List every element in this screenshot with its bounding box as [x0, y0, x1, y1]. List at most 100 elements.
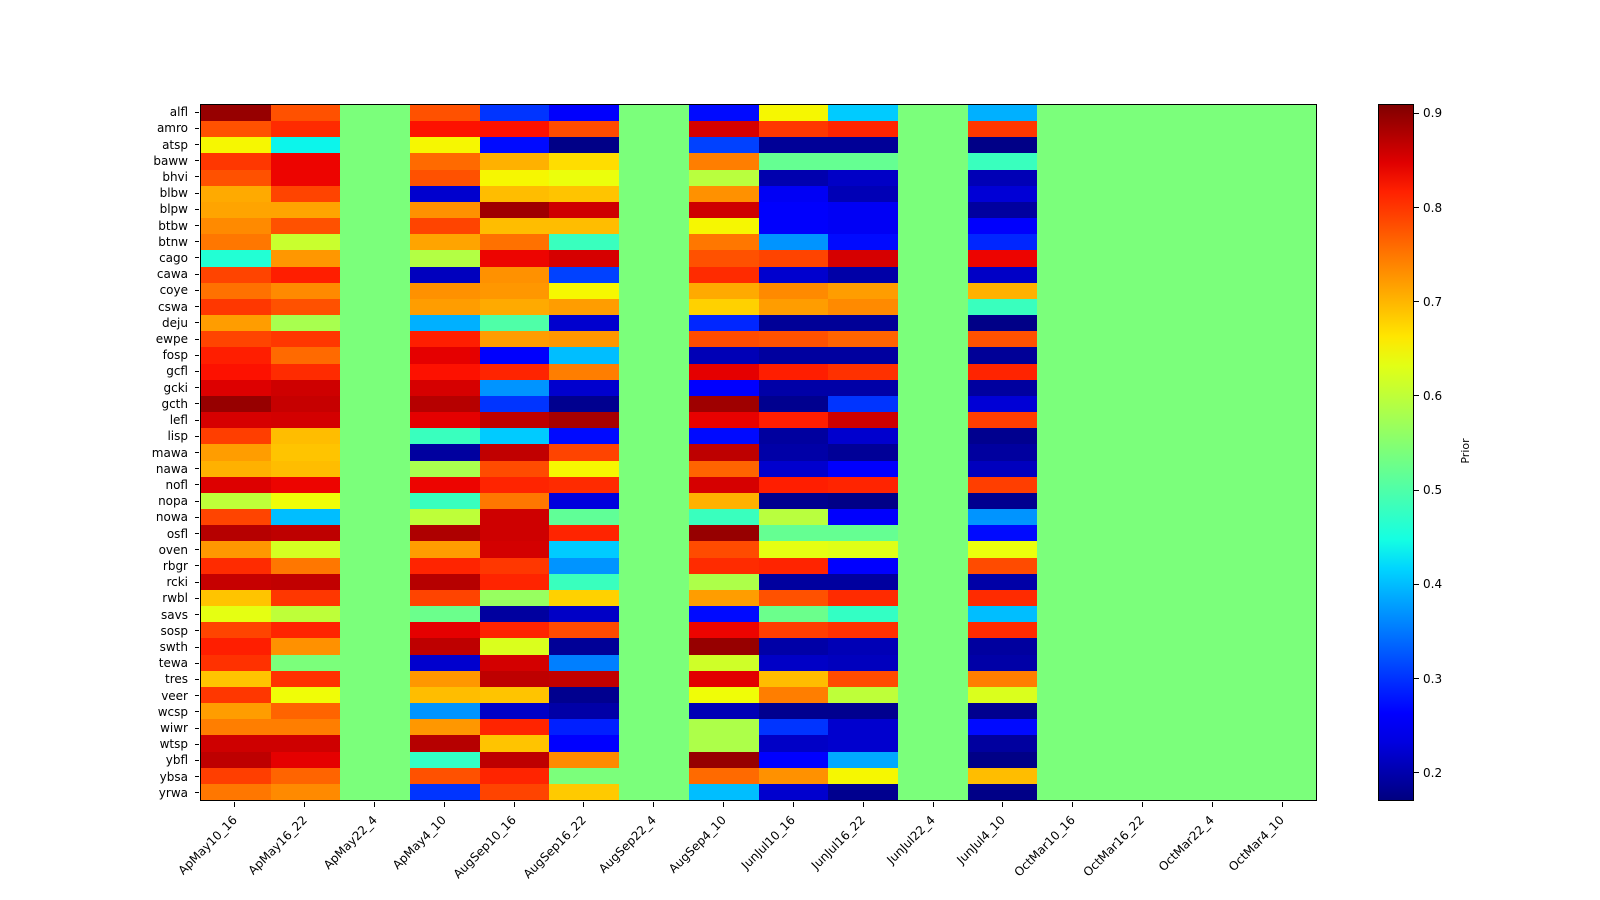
heatmap-cell [619, 638, 689, 655]
heatmap-cell [688, 492, 759, 510]
heatmap-cell [201, 379, 271, 396]
heatmap-cell [410, 703, 480, 720]
heatmap-cell [897, 428, 968, 445]
heatmap-cell [1106, 751, 1177, 768]
y-tick-mark [195, 695, 199, 697]
x-tick-label: AugSep4_10 [665, 813, 729, 876]
heatmap-cell [479, 234, 550, 251]
x-tick-mark [1211, 802, 1213, 807]
heatmap-cell [340, 767, 411, 784]
heatmap-cell [619, 412, 689, 429]
y-tick-label: yrwa [158, 785, 188, 800]
heatmap-cell [270, 298, 341, 316]
heatmap-cell [340, 703, 411, 720]
heatmap-cell [549, 557, 620, 574]
heatmap-cell [479, 476, 550, 493]
heatmap-cell [1106, 703, 1177, 720]
heatmap-cell [828, 315, 898, 332]
x-tick-mark [513, 802, 515, 807]
heatmap-cell [758, 654, 829, 671]
heatmap-cell [1037, 670, 1107, 687]
heatmap-cell [201, 266, 271, 283]
heatmap-cell [897, 250, 968, 267]
colorbar-tick-mark [1414, 207, 1419, 209]
heatmap-cell [549, 121, 620, 138]
x-tick-mark [304, 802, 306, 807]
heatmap-cell [1246, 428, 1316, 445]
heatmap-cell [828, 492, 898, 510]
y-tick-label: wtsp [159, 737, 188, 752]
heatmap-cell [1246, 557, 1316, 574]
heatmap-cell [270, 476, 341, 493]
x-tick-label: OctMar22_4 [1156, 813, 1218, 875]
heatmap-cell [1037, 767, 1107, 784]
heatmap-cell [479, 606, 550, 623]
heatmap-cell [479, 719, 550, 736]
heatmap-cell [479, 105, 550, 122]
heatmap-cell [201, 153, 271, 170]
heatmap-cell [410, 250, 480, 267]
heatmap-cell [619, 428, 689, 445]
y-tick-label: bhvi [162, 169, 188, 184]
heatmap-cell [1246, 234, 1316, 251]
heatmap-cell [1106, 121, 1177, 138]
x-tick-label: JunJul10_16 [739, 813, 799, 873]
heatmap-cell [201, 315, 271, 332]
heatmap-cell [340, 622, 411, 639]
heatmap-cell [1246, 201, 1316, 219]
heatmap-cell [549, 606, 620, 623]
heatmap-cell [270, 719, 341, 736]
y-tick-mark [195, 289, 199, 291]
heatmap-cell [1037, 395, 1107, 413]
heatmap-cell [897, 492, 968, 510]
heatmap-cell [270, 282, 341, 299]
y-tick-label: nofl [165, 477, 188, 492]
heatmap-cell [758, 395, 829, 413]
heatmap-cell [619, 686, 689, 704]
heatmap-cell [340, 444, 411, 461]
heatmap-cell [549, 218, 620, 235]
heatmap-cell [410, 105, 480, 122]
heatmap-cell [828, 412, 898, 429]
x-tick-mark [1141, 802, 1143, 807]
heatmap-cell [479, 492, 550, 510]
heatmap-cell [270, 153, 341, 170]
heatmap-cell [410, 654, 480, 671]
heatmap-cell [967, 153, 1038, 170]
heatmap-cell [270, 460, 341, 477]
y-tick-label: rwbl [162, 591, 188, 606]
y-tick-label: savs [161, 607, 188, 622]
heatmap-cell [549, 331, 620, 348]
heatmap-cell [270, 347, 341, 364]
heatmap-cell [758, 137, 829, 154]
heatmap-cell [828, 719, 898, 736]
y-tick-mark [195, 533, 199, 535]
heatmap-cell [479, 767, 550, 784]
heatmap-cell [1246, 686, 1316, 704]
heatmap-cell [1176, 428, 1247, 445]
heatmap-cell [1176, 153, 1247, 170]
heatmap-cell [967, 201, 1038, 219]
heatmap-cell [479, 298, 550, 316]
heatmap-cell [1246, 169, 1316, 186]
heatmap-cell [270, 169, 341, 186]
heatmap-cell [619, 670, 689, 687]
heatmap-cell [549, 395, 620, 413]
heatmap-cell [549, 638, 620, 655]
heatmap-cell [410, 509, 480, 526]
heatmap-cell [619, 121, 689, 138]
heatmap-cell [758, 266, 829, 283]
heatmap-cell [549, 654, 620, 671]
heatmap-cell [897, 185, 968, 202]
heatmap-cell [1037, 137, 1107, 154]
heatmap-cell [1176, 460, 1247, 477]
heatmap-cell [967, 573, 1038, 590]
y-tick-mark [195, 630, 199, 632]
heatmap-cell [1106, 331, 1177, 348]
colorbar-tick-mark [1414, 395, 1419, 397]
heatmap-cell [619, 735, 689, 752]
heatmap-cell [410, 218, 480, 235]
heatmap-cell [967, 234, 1038, 251]
heatmap-cell [828, 250, 898, 267]
heatmap-cell [1106, 735, 1177, 752]
